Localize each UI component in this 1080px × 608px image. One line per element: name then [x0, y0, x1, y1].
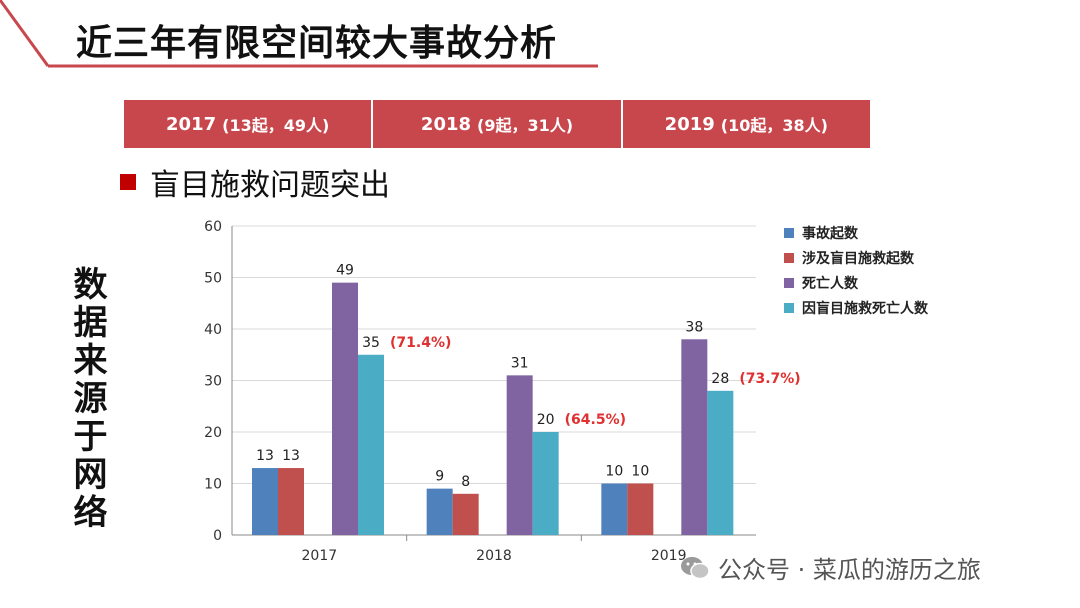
- chart-legend: 事故起数涉及盲目施救起数 死亡人数因盲目施救死亡人数: [784, 220, 928, 320]
- year-label: 2017: [166, 113, 217, 135]
- data-label: 35: [362, 335, 380, 351]
- bullet-heading: 盲目施救问题突出: [120, 160, 390, 204]
- percent-annotation: (64.5%): [565, 412, 626, 428]
- year-summary-2019: 2019 (10起，38人): [623, 100, 870, 148]
- year-detail: (13起，49人): [222, 116, 330, 135]
- data-label: 10: [631, 464, 649, 480]
- legend-label: 因盲目施救死亡人数: [802, 300, 928, 317]
- watermark: 公众号 · 菜瓜的游历之旅: [680, 550, 981, 585]
- year-summary-2018: 2018 (9起，31人): [373, 100, 623, 148]
- legend-label: 涉及盲目施救起数: [802, 250, 914, 267]
- year-detail: (9起，31人): [477, 116, 574, 135]
- data-label: 20: [537, 412, 555, 428]
- data-label: 13: [282, 448, 300, 464]
- bar-2018-series-4: [532, 432, 559, 535]
- title-decoration: [0, 0, 598, 68]
- x-tick-label: 2018: [476, 548, 512, 564]
- data-label: 28: [711, 371, 729, 387]
- bar-2018-series-2: [452, 493, 479, 535]
- legend-item: 因盲目施救死亡人数: [784, 295, 928, 320]
- data-label: 49: [336, 263, 354, 279]
- bullet-text: 盲目施救问题突出: [150, 168, 390, 203]
- legend-item: 死亡人数: [784, 270, 928, 295]
- x-tick-label: 2017: [302, 548, 338, 564]
- bar-2019-series-2: [627, 483, 654, 535]
- bar-2019-series-3: [681, 339, 708, 535]
- x-tick-label: 2019: [651, 548, 687, 564]
- y-tick-label: 50: [204, 271, 222, 287]
- data-label: 9: [435, 469, 444, 485]
- legend-item: 事故起数: [784, 220, 928, 245]
- year-summary-2017: 2017 (13起，49人): [124, 100, 374, 148]
- y-tick-label: 30: [204, 374, 222, 390]
- bar-2018-series-3: [506, 375, 533, 535]
- y-tick-label: 10: [204, 477, 222, 493]
- data-label: 10: [605, 464, 623, 480]
- data-label: 38: [685, 319, 703, 335]
- wechat-icon: [681, 556, 710, 579]
- y-tick-label: 20: [204, 425, 222, 441]
- data-label: 13: [256, 448, 274, 464]
- bar-2017-series-2: [278, 468, 304, 535]
- legend-label: 死亡人数: [802, 275, 858, 292]
- year-summary-strip: 2017 (13起，49人) 2018 (9起，31人) 2019 (10起，3…: [124, 100, 870, 148]
- y-tick-label: 0: [213, 528, 222, 544]
- y-tick-label: 40: [204, 322, 222, 338]
- year-detail: (10起，38人): [720, 116, 828, 135]
- source-note: 数据来源于网络: [67, 266, 107, 532]
- legend-swatch: [784, 227, 794, 238]
- legend-item: 涉及盲目施救起数: [784, 245, 928, 270]
- percent-annotation: (73.7%): [739, 371, 800, 387]
- bar-2019-series-1: [601, 483, 628, 535]
- legend-swatch: [784, 302, 794, 313]
- percent-annotation: (71.4%): [390, 335, 451, 351]
- y-tick-label: 60: [204, 219, 222, 235]
- data-label: 8: [461, 474, 470, 490]
- legend-swatch: [784, 252, 794, 263]
- bar-2017-series-1: [252, 468, 278, 535]
- bar-2017-series-4: [358, 354, 384, 535]
- bullet-square-icon: [120, 174, 136, 190]
- bar-2017-series-3: [332, 282, 358, 535]
- year-label: 2018: [420, 113, 472, 135]
- bar-2019-series-4: [707, 390, 734, 535]
- page-title: 近三年有限空间较大事故分析: [76, 23, 558, 64]
- data-label: 31: [511, 355, 529, 371]
- legend-swatch: [784, 277, 794, 288]
- watermark-text: 公众号 · 菜瓜的游历之旅: [718, 556, 981, 584]
- bar-2018-series-1: [426, 488, 453, 535]
- year-label: 2019: [664, 113, 715, 135]
- legend-label: 事故起数: [802, 225, 858, 242]
